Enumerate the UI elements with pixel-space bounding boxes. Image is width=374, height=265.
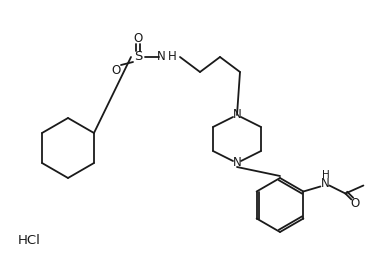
Text: O: O (111, 64, 121, 77)
Text: HCl: HCl (18, 233, 41, 246)
Text: N: N (233, 157, 241, 170)
Text: S: S (134, 51, 142, 64)
Text: O: O (134, 32, 142, 45)
Text: N: N (233, 108, 241, 121)
Text: O: O (351, 197, 360, 210)
Text: N: N (157, 51, 166, 64)
Text: H: H (322, 170, 329, 179)
Text: H: H (168, 51, 177, 64)
Text: N: N (321, 177, 330, 190)
